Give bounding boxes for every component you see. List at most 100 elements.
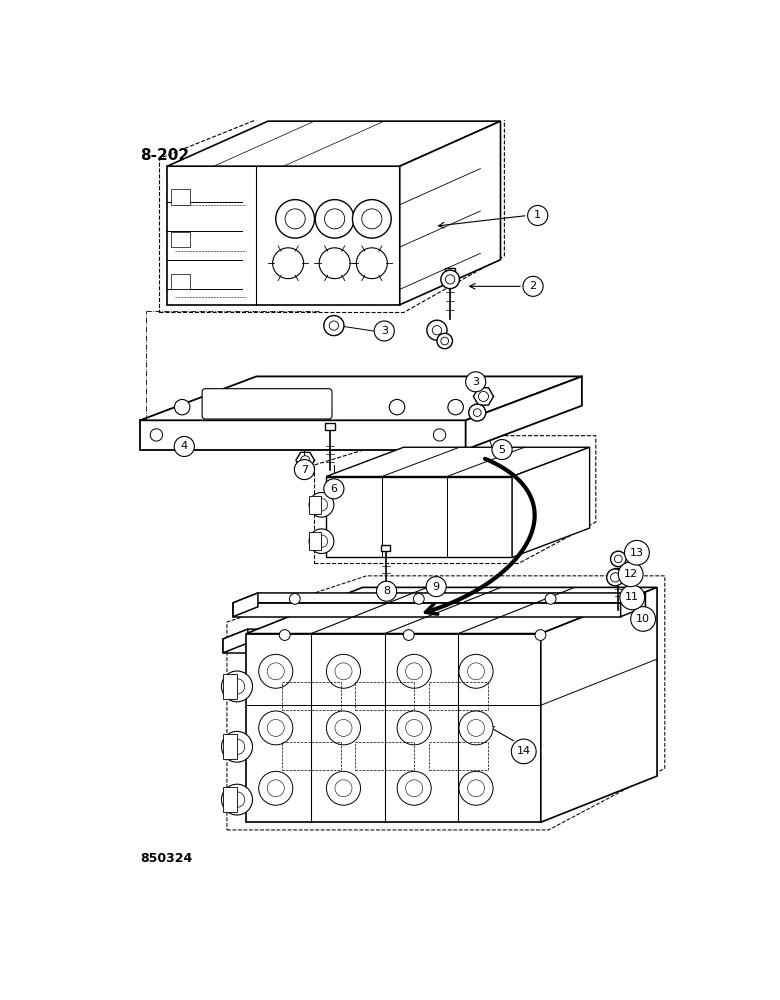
Bar [171, 274, 190, 289]
Circle shape [427, 320, 447, 340]
Circle shape [315, 535, 328, 547]
Circle shape [527, 205, 548, 225]
Bar [355, 682, 414, 710]
Circle shape [406, 719, 423, 736]
Polygon shape [140, 420, 466, 450]
Polygon shape [233, 603, 621, 617]
Polygon shape [326, 477, 512, 557]
Circle shape [441, 270, 459, 289]
FancyBboxPatch shape [202, 389, 332, 419]
Text: 3: 3 [381, 326, 388, 336]
Polygon shape [512, 447, 590, 557]
Bar [355, 742, 414, 770]
Text: 10: 10 [636, 614, 650, 624]
Circle shape [324, 479, 344, 499]
Circle shape [309, 492, 334, 517]
Text: 1: 1 [534, 210, 541, 220]
Circle shape [315, 499, 328, 511]
Polygon shape [466, 376, 582, 450]
Circle shape [335, 663, 352, 680]
Circle shape [353, 200, 392, 238]
Circle shape [276, 200, 314, 238]
Circle shape [611, 551, 626, 567]
Circle shape [377, 581, 397, 601]
Polygon shape [233, 593, 258, 617]
Circle shape [268, 663, 284, 680]
Bar [309, 532, 321, 550]
Circle shape [175, 399, 190, 415]
Circle shape [620, 585, 644, 610]
Circle shape [222, 784, 253, 815]
Circle shape [273, 248, 303, 279]
Polygon shape [621, 593, 645, 617]
Circle shape [229, 739, 245, 754]
Circle shape [397, 771, 431, 805]
Polygon shape [167, 121, 501, 166]
Text: 850324: 850324 [140, 852, 193, 865]
Circle shape [619, 562, 643, 587]
Polygon shape [541, 587, 657, 822]
Circle shape [294, 460, 314, 480]
Circle shape [459, 771, 493, 805]
Circle shape [229, 679, 245, 694]
Polygon shape [326, 447, 590, 477]
Circle shape [315, 200, 354, 238]
Circle shape [374, 321, 395, 341]
Circle shape [466, 372, 486, 392]
Polygon shape [399, 121, 501, 305]
Circle shape [151, 429, 162, 441]
Circle shape [327, 654, 360, 688]
Circle shape [473, 409, 481, 416]
Circle shape [285, 209, 305, 229]
Circle shape [545, 593, 556, 604]
Polygon shape [445, 268, 456, 275]
Circle shape [467, 780, 484, 797]
Polygon shape [223, 629, 248, 653]
Text: 13: 13 [630, 548, 644, 558]
Bar [282, 682, 341, 710]
Circle shape [335, 780, 352, 797]
Circle shape [268, 780, 284, 797]
Circle shape [631, 607, 655, 631]
Circle shape [259, 771, 292, 805]
Circle shape [324, 316, 344, 336]
Polygon shape [167, 166, 399, 305]
Circle shape [459, 711, 493, 745]
Circle shape [406, 780, 423, 797]
Circle shape [324, 209, 345, 229]
Polygon shape [246, 634, 541, 822]
Circle shape [259, 711, 292, 745]
Circle shape [523, 276, 543, 296]
Circle shape [445, 275, 455, 284]
Text: 14: 14 [516, 746, 531, 756]
Circle shape [300, 456, 310, 465]
Polygon shape [611, 629, 636, 653]
Polygon shape [223, 639, 611, 653]
Circle shape [459, 654, 493, 688]
Circle shape [467, 719, 484, 736]
Circle shape [607, 569, 624, 586]
Circle shape [397, 654, 431, 688]
Text: 11: 11 [626, 592, 640, 602]
Circle shape [289, 593, 300, 604]
Text: 12: 12 [624, 569, 638, 579]
Circle shape [327, 771, 360, 805]
Circle shape [403, 630, 414, 640]
Circle shape [492, 440, 512, 460]
Circle shape [437, 333, 452, 349]
Circle shape [222, 671, 253, 702]
Bar [171, 189, 190, 205]
Polygon shape [223, 629, 636, 639]
Bar [429, 682, 488, 710]
Text: 2: 2 [530, 281, 537, 291]
Circle shape [467, 663, 484, 680]
Circle shape [268, 719, 284, 736]
Circle shape [478, 391, 488, 401]
Circle shape [448, 399, 463, 415]
Bar [223, 787, 237, 812]
Polygon shape [325, 423, 335, 430]
Polygon shape [140, 376, 582, 420]
Circle shape [512, 739, 536, 764]
Text: 5: 5 [498, 445, 505, 455]
Circle shape [319, 248, 350, 279]
